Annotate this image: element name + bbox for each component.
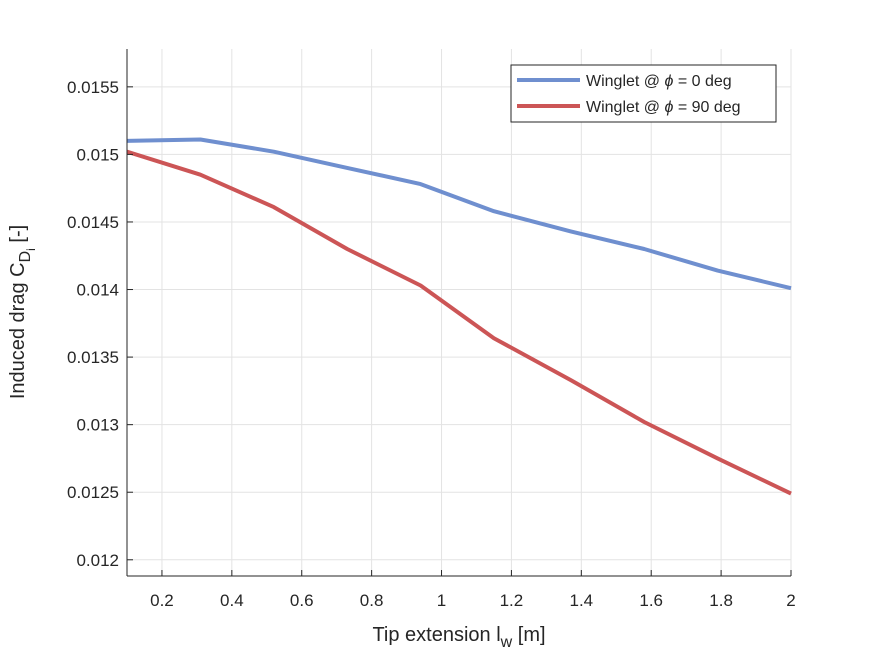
series-line-1 xyxy=(126,149,792,496)
x-axis-title: Tip extension lw [m] xyxy=(372,624,545,651)
x-tick-label: 1.2 xyxy=(500,591,524,610)
x-tick-label: 1.8 xyxy=(709,591,733,610)
y-tick-labels: 0.012 0.0125 0.013 0.0135 0.014 0.0145 0.015 0.… xyxy=(67,78,119,570)
legend-entry-0: Winglet @ ϕ = 0 deg xyxy=(586,73,732,90)
y-tick-label: 0.015 xyxy=(76,145,119,164)
y-tick-label: 0.012 xyxy=(76,551,119,570)
legend: Winglet @ ϕ = 0 deg Winglet @ ϕ = 90 deg xyxy=(510,64,777,123)
x-tick-label: 1.4 xyxy=(569,591,593,610)
y-tick-label: 0.014 xyxy=(76,281,119,300)
series-lines xyxy=(126,137,792,496)
legend-box xyxy=(510,64,777,123)
x-tick-labels: 0.2 0.4 0.6 0.8 1 1.2 1.4 1.6 1.8 2 xyxy=(150,591,796,610)
legend-entry-1: Winglet @ ϕ = 90 deg xyxy=(586,99,741,116)
y-tick-label: 0.0125 xyxy=(67,483,119,502)
grid xyxy=(127,49,792,576)
axes xyxy=(126,49,792,577)
x-tick-label: 1.6 xyxy=(639,591,663,610)
x-tick-label: 0.2 xyxy=(150,591,174,610)
x-tick-label: 0.6 xyxy=(290,591,314,610)
series-line-0 xyxy=(126,137,792,291)
x-tick-label: 1 xyxy=(437,591,446,610)
x-tick-label: 2 xyxy=(786,591,795,610)
x-tick-label: 0.8 xyxy=(360,591,384,610)
y-tick-label: 0.013 xyxy=(76,416,119,435)
y-tick-label: 0.0135 xyxy=(67,348,119,367)
y-axis-title: Induced drag CDi [-] xyxy=(7,225,38,399)
y-tick-label: 0.0145 xyxy=(67,213,119,232)
y-tick-label: 0.0155 xyxy=(67,78,119,97)
x-tick-label: 0.4 xyxy=(220,591,244,610)
